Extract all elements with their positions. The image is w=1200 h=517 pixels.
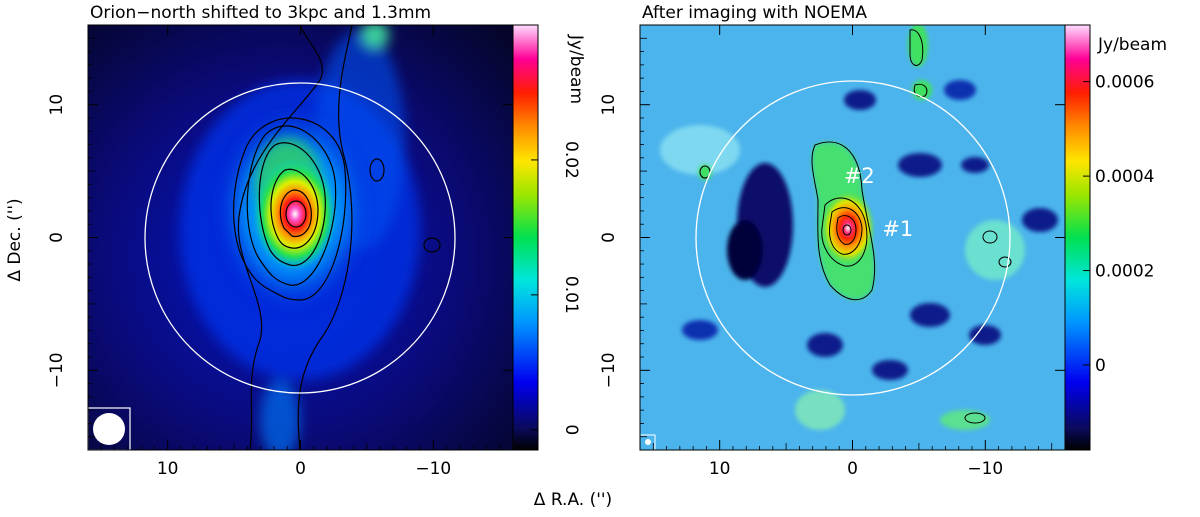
y-tick-label: 0 xyxy=(599,232,619,243)
y-tick-label: 10 xyxy=(47,94,67,116)
x-axis-label: Δ R.A. ('') xyxy=(534,490,612,510)
y-tick-label: −10 xyxy=(47,352,67,388)
panel-2-image: #2 #1 xyxy=(640,25,1065,450)
y-tick-label: −10 xyxy=(599,352,619,388)
x-tick-label: 10 xyxy=(709,459,731,479)
panel-2-colorbar-label: Jy/beam xyxy=(1097,35,1167,55)
panel-1-title: Orion−north shifted to 3kpc and 1.3mm xyxy=(90,3,431,23)
x-tick-label: 0 xyxy=(847,459,858,479)
x-tick-label: −10 xyxy=(415,459,451,479)
annotation-source-1: #1 xyxy=(882,217,913,241)
x-tick-label: 0 xyxy=(295,459,306,479)
colorbar-tick-label: 0 xyxy=(1095,356,1106,376)
panel-2-fov-circle xyxy=(695,80,1011,396)
annotation-source-2: #2 xyxy=(844,164,875,188)
panel-1-colorbar-label: Jy/beam xyxy=(566,34,586,104)
colorbar-tick-label: 0.0002 xyxy=(1095,262,1154,282)
panel-1: Orion−north shifted to 3kpc and 1.3mm xyxy=(47,3,586,479)
panel-2-colorbar xyxy=(1064,24,1091,451)
panel-1-colorbar xyxy=(512,24,539,451)
y-axis-label: Δ Dec. ('') xyxy=(5,198,25,281)
panel-2-title: After imaging with NOEMA xyxy=(642,3,867,23)
y-tick-label: 0 xyxy=(47,232,67,243)
panel-1-beam xyxy=(93,413,125,445)
colorbar-tick-label: 0.02 xyxy=(561,141,581,179)
x-tick-label: 10 xyxy=(157,459,179,479)
panel-1-image xyxy=(88,25,513,450)
panel-2: After imaging with NOEMA xyxy=(599,3,1167,479)
colorbar-tick-label: 0.0004 xyxy=(1095,167,1154,187)
y-tick-label: 10 xyxy=(599,94,619,116)
colorbar-tick-label: 0.0006 xyxy=(1095,73,1154,93)
x-tick-label: −10 xyxy=(967,459,1003,479)
colorbar-tick-label: 0 xyxy=(561,424,581,435)
colorbar-tick-label: 0.01 xyxy=(561,276,581,314)
panel-1-fov-circle xyxy=(144,82,456,394)
panel-2-beam xyxy=(645,439,651,445)
